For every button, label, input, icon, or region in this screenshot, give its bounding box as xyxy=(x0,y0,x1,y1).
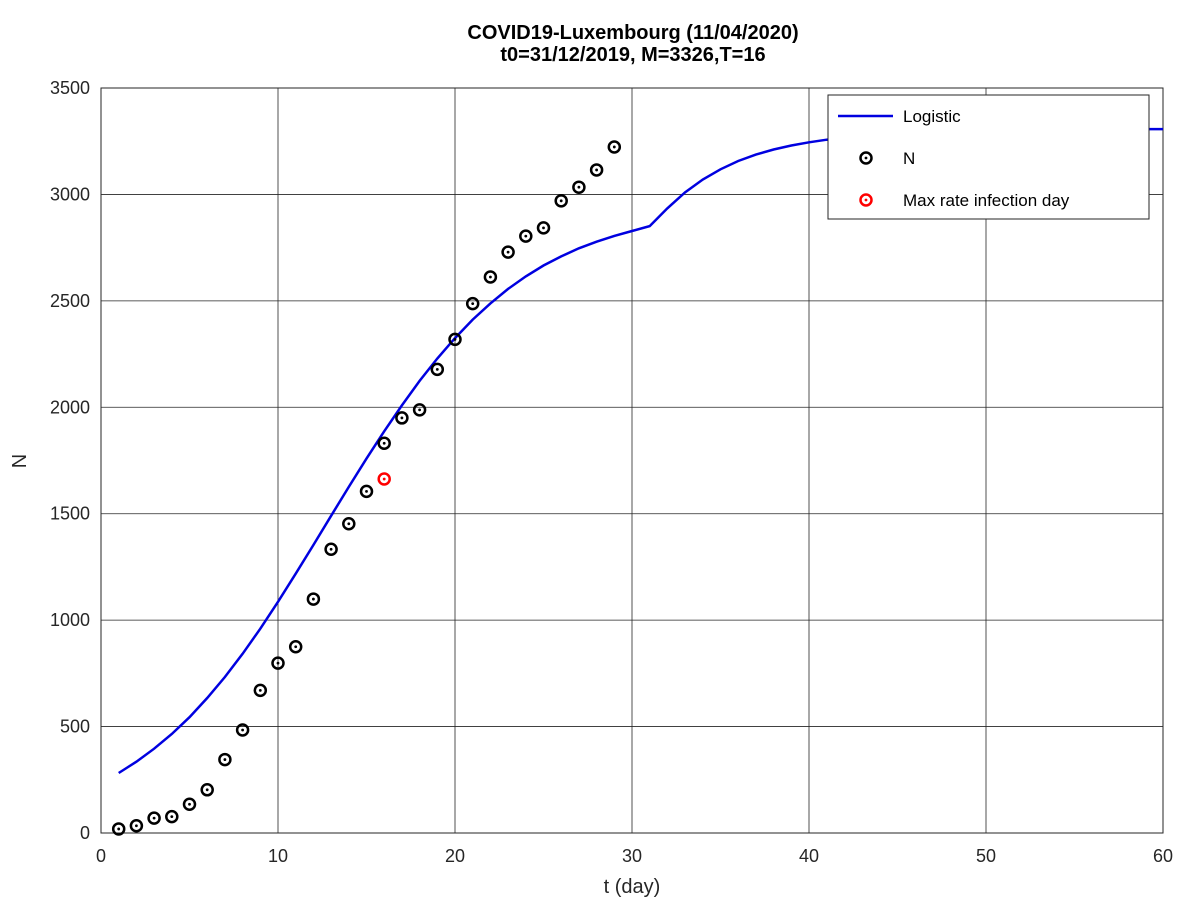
n-data-point xyxy=(288,640,303,654)
n-data-point xyxy=(271,656,285,670)
n-data-point-center xyxy=(506,250,510,254)
n-data-point-center xyxy=(382,441,386,445)
n-data-point xyxy=(395,411,409,425)
x-tick-label: 60 xyxy=(1153,846,1173,866)
max-rate-point-center xyxy=(382,477,386,481)
plot-area-frame xyxy=(100,87,1164,834)
n-data-point xyxy=(129,819,144,833)
n-data-point-center xyxy=(559,199,563,203)
n-data-point xyxy=(165,809,179,824)
n-data-point-center xyxy=(542,226,545,230)
n-data-point xyxy=(430,362,445,377)
chart-subtitle: t0=31/12/2019, M=3326,T=16 xyxy=(500,44,765,66)
legend-n-marker xyxy=(859,151,873,165)
n-data-point xyxy=(359,484,374,499)
n-data-point-center xyxy=(258,688,262,692)
x-tick-label: 50 xyxy=(976,846,996,866)
n-data-point-center xyxy=(612,145,616,149)
n-data-point-center xyxy=(453,337,457,341)
n-data-point xyxy=(235,723,250,737)
n-data-point xyxy=(253,683,268,698)
y-tick-label: 1500 xyxy=(50,504,90,524)
series-n xyxy=(111,140,622,836)
n-data-point-center xyxy=(117,827,121,831)
legend-max-label: Max rate infection day xyxy=(903,191,1070,210)
y-tick-label: 3500 xyxy=(50,78,90,98)
n-data-point xyxy=(412,403,427,417)
x-tick-label: 40 xyxy=(799,846,819,866)
y-tick-label: 1000 xyxy=(50,610,90,630)
n-data-point-center xyxy=(170,815,174,819)
n-data-point-center xyxy=(276,661,280,665)
legend-max-marker xyxy=(859,193,873,207)
legend-logistic-label: Logistic xyxy=(903,107,961,126)
n-data-point-center xyxy=(524,234,528,238)
n-data-point xyxy=(607,140,622,154)
n-data-point-center xyxy=(241,728,245,732)
n-data-point xyxy=(501,245,515,259)
y-tick-label: 2500 xyxy=(50,291,90,311)
n-data-point-center xyxy=(312,597,315,601)
n-data-point-center xyxy=(418,408,421,412)
n-data-point xyxy=(572,180,586,194)
n-data-point xyxy=(182,797,197,812)
n-data-point-center xyxy=(471,302,475,306)
n-data-point xyxy=(589,163,604,177)
n-data-point xyxy=(306,592,321,606)
n-data-point xyxy=(218,752,232,767)
n-data-point-center xyxy=(489,275,492,279)
n-data-point xyxy=(465,296,480,311)
n-data-point xyxy=(324,542,338,557)
n-data-point-center xyxy=(329,547,333,551)
y-tick-label: 500 xyxy=(60,717,90,737)
n-data-point-center xyxy=(188,802,191,806)
n-data-point xyxy=(554,194,568,208)
legend-n-marker-dot xyxy=(864,156,868,160)
n-data-point-center xyxy=(135,824,138,828)
n-data-point xyxy=(342,516,356,531)
series-max-rate xyxy=(377,472,391,486)
y-axis-label: N xyxy=(9,454,31,468)
n-data-point-center xyxy=(347,522,351,526)
legend-max-marker-dot xyxy=(864,198,868,202)
n-data-point xyxy=(111,822,126,836)
max-rate-point xyxy=(377,472,391,486)
x-tick-label: 10 xyxy=(268,846,288,866)
n-data-point xyxy=(377,436,391,451)
n-data-point-center xyxy=(223,758,227,761)
y-tick-label: 0 xyxy=(80,823,90,843)
n-data-point xyxy=(483,270,498,284)
n-data-point xyxy=(519,229,533,243)
n-data-point-center xyxy=(400,416,404,420)
n-data-point-center xyxy=(577,185,581,189)
n-data-point-center xyxy=(294,645,298,649)
x-axis-label: t (day) xyxy=(604,876,661,898)
tick-labels: 0 10 20 30 40 50 60 0 500 1000 1500 2000 2500 3000 350… xyxy=(50,78,1173,866)
n-data-point-center xyxy=(205,788,209,792)
n-data-point-center xyxy=(365,489,368,493)
x-tick-label: 30 xyxy=(622,846,642,866)
n-data-point-center xyxy=(595,168,598,172)
n-data-point xyxy=(200,783,214,797)
y-tick-label: 3000 xyxy=(50,184,90,204)
n-data-point-center xyxy=(152,816,156,820)
x-tick-label: 0 xyxy=(96,846,106,866)
y-tick-label: 2000 xyxy=(50,397,90,417)
legend: Logistic N Max rate infection day xyxy=(827,94,1150,220)
n-data-point-center xyxy=(435,367,439,371)
legend-n-label: N xyxy=(903,149,915,168)
n-data-point xyxy=(448,332,462,347)
x-tick-label: 20 xyxy=(445,846,465,866)
n-data-point xyxy=(536,221,551,235)
chart-title: COVID19-Luxembourg (11/04/2020) xyxy=(467,22,798,44)
n-data-point xyxy=(147,811,161,825)
